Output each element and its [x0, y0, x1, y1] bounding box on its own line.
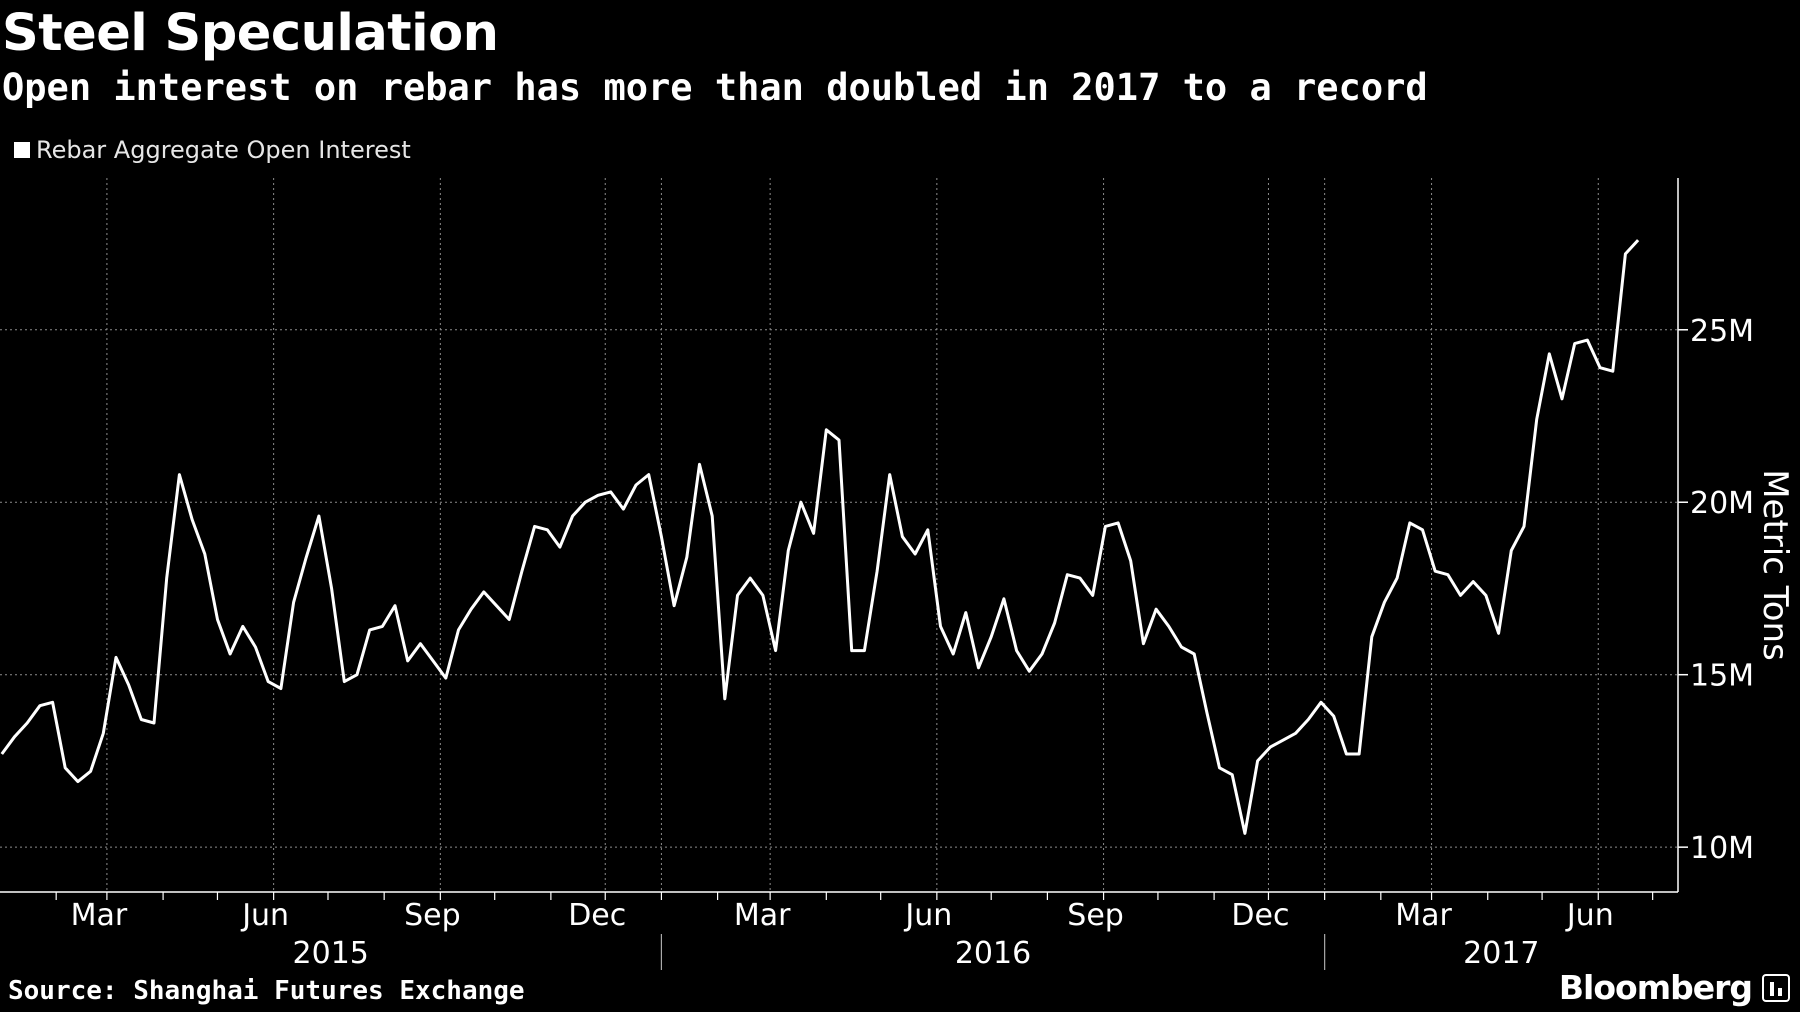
year-label: 2016 — [955, 936, 1031, 971]
series-line — [0, 239, 1640, 835]
chart-title: Steel Speculation — [2, 4, 499, 63]
source-note: Source: Shanghai Futures Exchange — [8, 976, 525, 1006]
x-tick-label: Jun — [240, 898, 289, 933]
x-tick-label: Jun — [1565, 898, 1614, 933]
bloomberg-chart-icon — [1762, 974, 1790, 1002]
x-tick-label: Mar — [734, 898, 791, 933]
brand-logo: Bloomberg — [1558, 968, 1753, 1007]
x-tick-label: Mar — [1395, 898, 1452, 933]
legend: Rebar Aggregate Open Interest — [14, 136, 411, 164]
x-tick-label: Sep — [1067, 898, 1124, 933]
x-tick-label: Dec — [1231, 898, 1289, 933]
legend-label: Rebar Aggregate Open Interest — [36, 136, 411, 164]
legend-swatch — [14, 142, 30, 158]
year-label: 2015 — [293, 936, 369, 971]
x-tick-label: Jun — [903, 898, 952, 933]
chart-subtitle: Open interest on rebar has more than dou… — [2, 66, 1428, 109]
y-tick-label: 20M — [1690, 486, 1754, 521]
x-tick-label: Sep — [404, 898, 461, 933]
x-tick-label: Mar — [71, 898, 128, 933]
y-axis-label: Metric Tons — [1755, 469, 1795, 661]
y-tick-label: 25M — [1690, 314, 1754, 349]
y-tick-label: 10M — [1690, 831, 1754, 866]
y-tick-label: 15M — [1690, 659, 1754, 694]
x-tick-label: Dec — [568, 898, 626, 933]
year-label: 2017 — [1463, 936, 1539, 971]
